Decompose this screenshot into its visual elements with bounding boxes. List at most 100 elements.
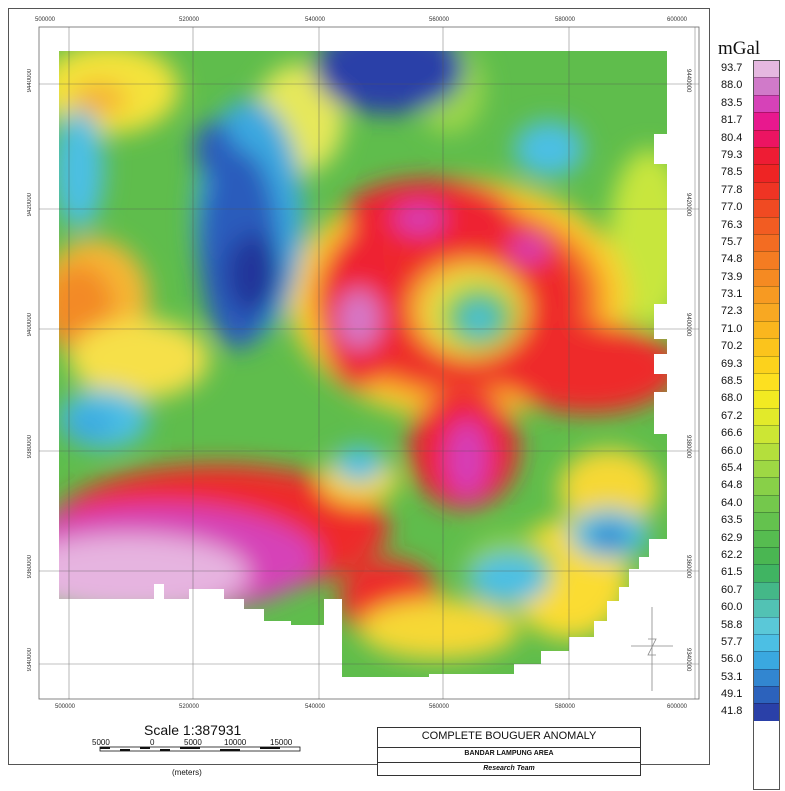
legend-row: 65.4 <box>718 459 780 478</box>
legend-row: 72.3 <box>718 303 780 321</box>
legend-value: 57.7 <box>721 635 743 648</box>
scale-tick-label: 15000 <box>270 738 293 747</box>
legend-swatch <box>754 703 780 721</box>
legend-row: 63.5 <box>718 512 780 530</box>
legend-swatch <box>754 477 780 495</box>
legend-swatch <box>754 233 780 252</box>
legend-row: 68.0 <box>718 390 780 408</box>
scale-tick-label: 5000 <box>92 738 110 747</box>
legend-swatch <box>754 425 780 443</box>
legend-value: 56.0 <box>721 653 743 666</box>
legend-swatch <box>754 651 780 669</box>
legend-row: 53.1 <box>718 668 780 687</box>
y-label-left-9440000: 9440000 <box>27 69 33 93</box>
legend-swatch <box>754 251 780 269</box>
legend-value: 64.8 <box>721 479 743 492</box>
legend-swatch <box>754 546 780 565</box>
legend-swatch <box>754 199 780 217</box>
scale-units: (meters) <box>172 768 202 777</box>
legend-value: 49.1 <box>721 688 743 701</box>
legend-swatch <box>754 268 780 287</box>
legend-row: 73.9 <box>718 268 780 287</box>
legend-swatch <box>754 494 780 513</box>
legend-row: 66.0 <box>718 442 780 460</box>
scale-title: Scale 1:387931 <box>144 722 242 738</box>
legend-value: 60.0 <box>721 601 743 614</box>
legend-row: 88.0 <box>718 77 780 95</box>
legend-row: 64.0 <box>718 494 780 513</box>
legend-swatch <box>754 616 780 634</box>
legend-row: 83.5 <box>718 94 780 113</box>
x-label-bottom-540000: 540000 <box>305 704 326 710</box>
legend-value: 68.0 <box>721 392 743 405</box>
legend-row: 77.0 <box>718 199 780 217</box>
y-label-right-9420000: 9420000 <box>685 193 691 217</box>
legend-value: 41.8 <box>721 705 743 718</box>
y-label-right-9340000: 9340000 <box>685 648 691 672</box>
legend-value: 62.2 <box>721 548 743 561</box>
legend-row: 74.8 <box>718 251 780 269</box>
y-label-right-9360000: 9360000 <box>685 555 691 579</box>
legend-row: 69.3 <box>718 355 780 374</box>
legend-row: 73.1 <box>718 286 780 304</box>
legend-value: 58.8 <box>721 618 743 631</box>
legend-row: 80.4 <box>718 129 780 147</box>
y-label-right-9400000: 9400000 <box>685 313 691 337</box>
legend-swatch <box>754 633 780 652</box>
legend-row: 64.8 <box>718 477 780 495</box>
map-area: BANDAR LAMPUNG AREA <box>378 747 640 757</box>
legend-row: 76.3 <box>718 216 780 234</box>
map-neatline <box>38 26 700 700</box>
scale-bar <box>99 746 301 752</box>
legend-value: 78.5 <box>721 166 743 179</box>
legend-swatch <box>754 112 780 130</box>
legend-swatch <box>754 390 780 408</box>
legend-row: 78.5 <box>718 164 780 182</box>
legend-swatch <box>754 442 780 460</box>
legend-value: 74.8 <box>721 253 743 266</box>
x-label-bottom-600000: 600000 <box>667 704 688 710</box>
legend-value: 69.3 <box>721 357 743 370</box>
legend-value: 77.0 <box>721 201 743 214</box>
legend-row: 81.7 <box>718 112 780 130</box>
legend-value: 53.1 <box>721 670 743 683</box>
scale-tick-label: 10000 <box>224 738 247 747</box>
scale-block: Scale 1:387931 5000 0 5000 10000 15000 (… <box>92 722 322 782</box>
legend-swatch <box>754 686 780 704</box>
x-label-top-600000: 600000 <box>667 17 688 23</box>
map-author: Research Team <box>378 762 640 772</box>
legend-row: 75.7 <box>718 233 780 252</box>
legend-row: 60.7 <box>718 581 780 600</box>
scale-tick-label: 0 <box>150 738 155 747</box>
legend-value: 60.7 <box>721 583 743 596</box>
legend-row: 93.7 <box>718 60 780 78</box>
legend-swatch <box>754 146 780 165</box>
legend-value: 93.7 <box>721 62 743 74</box>
legend-row: 70.2 <box>718 338 780 356</box>
legend-swatch <box>754 286 780 304</box>
legend-swatch <box>754 164 780 182</box>
y-label-left-9400000: 9400000 <box>27 313 33 337</box>
legend-swatch <box>754 459 780 478</box>
x-label-top-560000: 560000 <box>429 17 450 23</box>
legend-value: 73.1 <box>721 288 743 301</box>
legend-row: 62.9 <box>718 529 780 547</box>
bouguer-anomaly-map[interactable] <box>9 9 709 764</box>
y-label-right-9440000: 9440000 <box>685 69 691 93</box>
legend-value: 83.5 <box>721 96 743 109</box>
legend-swatch <box>754 216 780 234</box>
x-label-bottom-520000: 520000 <box>179 704 200 710</box>
legend-row: 77.8 <box>718 181 780 200</box>
legend-row: 60.0 <box>718 599 780 617</box>
map-grid <box>39 27 699 699</box>
legend-swatch <box>754 338 780 356</box>
x-label-bottom-500000: 500000 <box>55 704 76 710</box>
legend-value: 75.7 <box>721 235 743 248</box>
legend-value: 66.0 <box>721 444 743 457</box>
legend-value: 67.2 <box>721 409 743 422</box>
legend-swatch <box>754 60 780 78</box>
map-frame: 500000 520000 540000 560000 580000 60000… <box>8 8 710 765</box>
legend-swatch <box>754 303 780 321</box>
y-label-left-9340000: 9340000 <box>27 648 33 672</box>
legend-value: 76.3 <box>721 218 743 231</box>
